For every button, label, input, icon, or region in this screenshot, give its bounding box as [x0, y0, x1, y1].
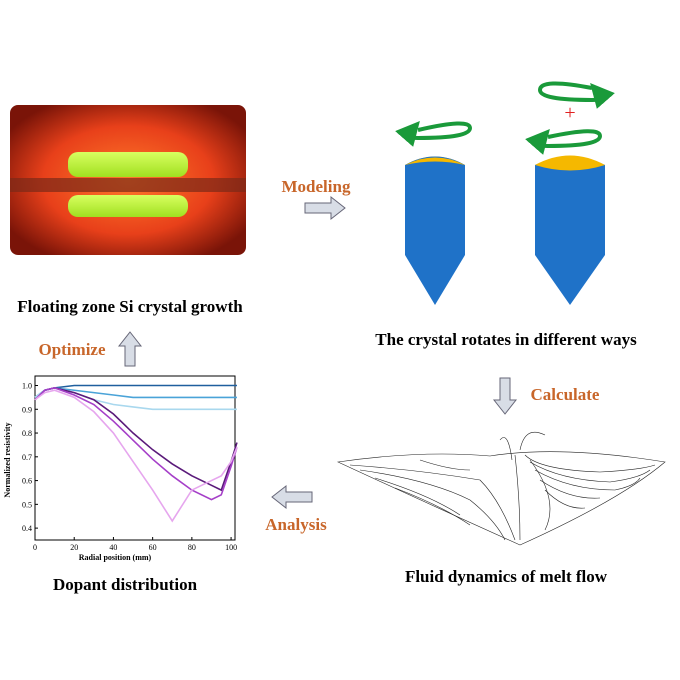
- plus-sign: +: [564, 102, 575, 124]
- caption: Floating zone Si crystal growth: [17, 297, 243, 316]
- y-tick-label: 0.7: [22, 453, 32, 462]
- arrow: [304, 195, 346, 221]
- step-label: Modeling: [282, 177, 351, 196]
- data-line: [34, 389, 238, 523]
- x-tick-label: 80: [188, 543, 196, 552]
- crystal: [395, 120, 473, 305]
- caption: The crystal rotates in different ways: [375, 330, 637, 349]
- y-axis-label: Normalized resistivity: [3, 422, 12, 497]
- y-tick-label: 0.4: [22, 524, 32, 533]
- arrow: [117, 331, 143, 367]
- growth-photo: [10, 105, 246, 255]
- x-tick-label: 60: [149, 543, 157, 552]
- x-tick-label: 100: [225, 543, 237, 552]
- caption: Fluid dynamics of melt flow: [405, 567, 608, 586]
- caption: Dopant distribution: [53, 575, 198, 594]
- x-axis-label: Radial position (mm): [79, 553, 152, 562]
- y-tick-label: 0.5: [22, 500, 32, 509]
- data-line: [34, 387, 238, 492]
- data-line: [34, 387, 237, 399]
- y-tick-label: 0.6: [22, 477, 32, 486]
- step-label: Calculate: [531, 385, 600, 404]
- arrow: [271, 484, 313, 510]
- data-line: [34, 387, 238, 501]
- flow-field: [336, 431, 666, 546]
- x-tick-label: 40: [109, 543, 117, 552]
- y-tick-label: 0.8: [22, 429, 32, 438]
- crystal: [525, 81, 615, 305]
- y-tick-label: 0.9: [22, 405, 32, 414]
- arrow: [492, 377, 518, 415]
- step-label: Analysis: [265, 515, 327, 534]
- x-tick-label: 20: [70, 543, 78, 552]
- dopant-plot: Radial position (mm) Normalized resistiv…: [3, 375, 238, 562]
- step-label: Optimize: [38, 340, 105, 359]
- plot-frame: [34, 375, 236, 541]
- x-tick-label: 0: [33, 543, 37, 552]
- y-tick-label: 1.0: [22, 382, 32, 391]
